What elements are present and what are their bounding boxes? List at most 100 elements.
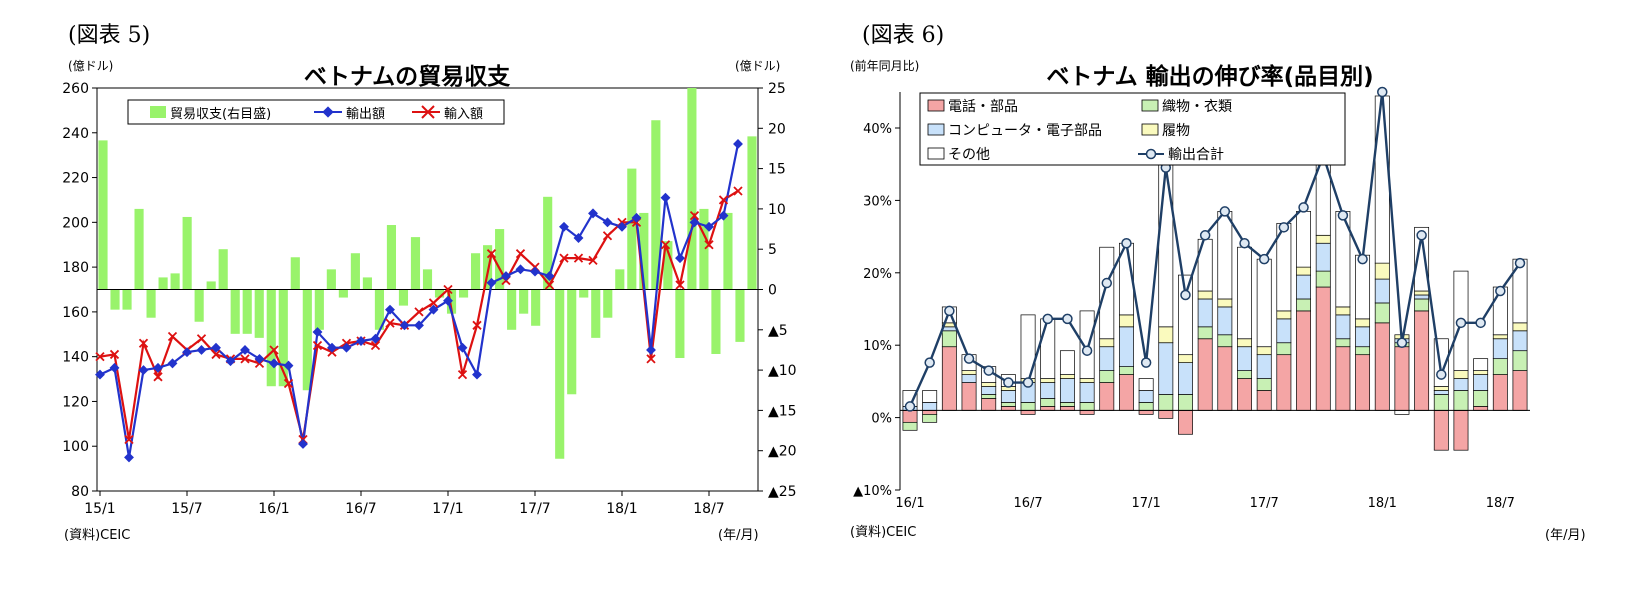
phones-segment (1256, 390, 1272, 411)
balance-bar (338, 289, 348, 298)
balance-bar (398, 289, 409, 306)
imports-point (733, 186, 743, 196)
legend-computers-swatch (927, 123, 945, 136)
other-segment (1256, 258, 1272, 348)
textiles-segment (1079, 402, 1095, 411)
exports-point (283, 360, 294, 371)
figure5-left-axis: 260 240 220 200 180 160 140 120 100 80 (62, 81, 97, 500)
balance-bar (410, 237, 421, 290)
left-tick-label: 140 (62, 350, 89, 366)
phones-segment (1512, 370, 1528, 411)
exports-point (617, 221, 627, 232)
footwear-segment (1040, 378, 1056, 383)
textiles-segment (1059, 402, 1075, 407)
textiles-segment (1335, 338, 1351, 348)
exports-point (457, 342, 468, 353)
legend-footwear-swatch (1141, 123, 1159, 136)
figure6-source: (資料)CEIC (850, 525, 916, 540)
computers-segment (1453, 378, 1469, 391)
balance-bar (254, 289, 264, 338)
total-point (1357, 253, 1368, 265)
imports-point (312, 340, 323, 351)
figure5-source: (資料)CEIC (64, 528, 130, 543)
figure5-lines (95, 139, 743, 463)
phones-segment (1414, 310, 1430, 411)
other-segment (1237, 246, 1252, 340)
total-point (1298, 202, 1309, 213)
figure6-title: ベトナム 輸出の伸び率(品目別) (1046, 63, 1373, 90)
textiles-segment (1119, 366, 1134, 375)
textiles-segment (1000, 402, 1016, 407)
total-point (1396, 337, 1408, 348)
legend-footwear-label: 履物 (1162, 123, 1190, 139)
total-point (1180, 289, 1191, 301)
phones-segment (922, 410, 938, 415)
x-tick-label: 17/7 (1250, 496, 1279, 511)
exports-point (385, 304, 395, 315)
balance-bar (218, 249, 228, 290)
textiles-segment (1138, 402, 1154, 411)
footwear-segment (961, 370, 977, 375)
exports-point (733, 139, 743, 149)
balance-bar (567, 289, 577, 395)
legend-phones-swatch (927, 99, 945, 112)
balance-bar (386, 225, 397, 290)
balance-bar (422, 269, 433, 290)
x-tick-label: 17/1 (432, 501, 463, 517)
balance-bar (543, 196, 553, 290)
exports-point (472, 369, 482, 380)
legend-imports-marker (421, 105, 435, 119)
balance-bar (711, 289, 721, 354)
x-tick-label: 18/7 (1486, 496, 1515, 511)
exports-point (559, 221, 569, 232)
left-tick-label: 160 (62, 305, 89, 321)
footwear-segment (1178, 354, 1193, 363)
exports-point (341, 342, 352, 353)
x-tick-label: 16/1 (895, 496, 924, 511)
total-point (963, 353, 975, 364)
y-tick-label: 40% (863, 122, 892, 137)
balance-bar (627, 168, 637, 290)
textiles-segment (1296, 298, 1311, 312)
x-tick-label: 17/7 (519, 501, 550, 517)
legend-balance-label: 貿易収支(右目盛) (170, 107, 271, 122)
footwear-segment (1059, 374, 1075, 379)
other-segment (1296, 211, 1311, 268)
textiles-segment (1197, 326, 1213, 340)
figure5-right-unit: (億ドル) (735, 59, 780, 73)
exports-point (399, 320, 410, 331)
exports-point (167, 358, 178, 369)
figure6-label: (図表 6) (862, 23, 944, 48)
computers-segment (1355, 326, 1371, 348)
y-tick-label: ▲10% (853, 484, 892, 499)
textiles-segment (922, 414, 938, 423)
x-tick-label: 18/1 (606, 501, 637, 517)
phones-segment (1040, 406, 1056, 411)
footwear-segment (1492, 334, 1508, 340)
figure6-y-axis: 40% 30% 20% 10% 0% ▲10% (853, 122, 900, 499)
balance-bar (735, 289, 745, 342)
footwear-segment (1099, 338, 1115, 348)
textiles-segment (1217, 334, 1233, 348)
balance-bar (579, 289, 589, 298)
balance-bar (266, 289, 276, 387)
right-tick-label: ▲25 (768, 484, 797, 500)
total-point (904, 401, 916, 412)
right-tick-label: ▲20 (768, 444, 797, 460)
computers-segment (1276, 318, 1292, 344)
footwear-segment (1473, 370, 1489, 375)
balance-bar (98, 140, 108, 290)
exports-point (428, 304, 439, 315)
other-segment (1079, 310, 1095, 379)
textiles-segment (1276, 342, 1292, 356)
computers-segment (1414, 294, 1430, 300)
figure6-x-axis: 16/1 16/7 17/1 17/7 18/1 18/7 (895, 496, 1515, 511)
computers-segment (1099, 346, 1115, 371)
legend-other-label: その他 (948, 147, 990, 163)
right-tick-label: 25 (768, 81, 786, 97)
figure6-stacked-bars (902, 95, 1528, 451)
textiles-segment (1355, 346, 1371, 356)
computers-segment (1197, 298, 1213, 328)
y-tick-label: 0% (871, 412, 892, 427)
figure6-unit: (前年同月比) (850, 58, 919, 73)
